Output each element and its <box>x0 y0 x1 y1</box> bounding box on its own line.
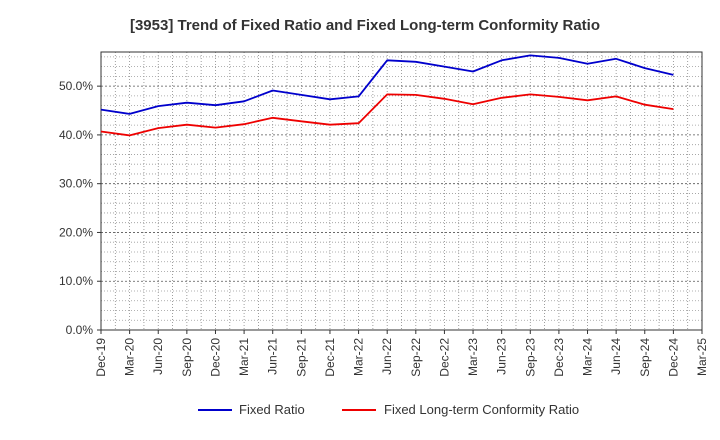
x-tick-label: Dec-24 <box>666 338 680 377</box>
x-tick-label: Jun-20 <box>151 338 165 375</box>
x-tick-label: Mar-20 <box>123 338 137 376</box>
x-tick-label: Dec-19 <box>94 338 108 377</box>
x-axis: Dec-19 Mar-20 Jun-20 Sep-20 Dec-20 Mar-21 Jun-… <box>94 330 709 377</box>
y-tick-label: 40.0% <box>59 128 93 142</box>
x-tick-label: Jun-24 <box>609 338 623 375</box>
y-tick-label: 0.0% <box>66 323 94 337</box>
x-tick-label: Sep-20 <box>180 338 194 377</box>
x-tick-label: Mar-23 <box>466 338 480 376</box>
x-tick-label: Sep-22 <box>409 338 423 377</box>
legend-label-1: Fixed Ratio <box>239 402 305 417</box>
legend-label-2: Fixed Long-term Conformity Ratio <box>384 402 579 417</box>
x-tick-label: Mar-21 <box>237 338 251 376</box>
x-tick-label: Sep-23 <box>523 338 537 377</box>
series-line-1 <box>100 54 674 115</box>
y-axis: 0.0% 10.0% 20.0% 30.0% 40.0% 50.0% <box>59 79 101 337</box>
plot-frame <box>100 51 703 331</box>
x-tick-label: Mar-24 <box>581 338 595 376</box>
y-tick-label: 20.0% <box>59 225 93 239</box>
x-tick-label: Dec-20 <box>208 338 222 377</box>
x-tick-label: Jun-21 <box>266 338 280 375</box>
legend: Fixed Ratio Fixed Long-term Conformity Ra… <box>198 402 579 417</box>
x-tick-label: Dec-22 <box>437 338 451 377</box>
grid <box>101 52 702 330</box>
series-line-2 <box>100 93 674 137</box>
x-tick-label: Sep-24 <box>638 338 652 377</box>
x-tick-label: Dec-21 <box>323 338 337 377</box>
y-tick-label: 50.0% <box>59 79 93 93</box>
chart-title: [3953] Trend of Fixed Ratio and Fixed Lo… <box>130 17 600 34</box>
x-tick-label: Dec-23 <box>552 338 566 377</box>
y-tick-label: 10.0% <box>59 274 93 288</box>
x-tick-label: Jun-23 <box>495 338 509 375</box>
x-tick-label: Mar-22 <box>352 338 366 376</box>
y-tick-label: 30.0% <box>59 177 93 191</box>
x-tick-label: Mar-25 <box>695 338 709 376</box>
series-lines <box>100 54 674 137</box>
x-tick-label: Jun-22 <box>380 338 394 375</box>
x-tick-label: Sep-21 <box>294 338 308 377</box>
